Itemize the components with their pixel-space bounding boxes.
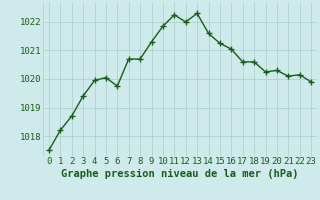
X-axis label: Graphe pression niveau de la mer (hPa): Graphe pression niveau de la mer (hPa) xyxy=(61,169,299,179)
